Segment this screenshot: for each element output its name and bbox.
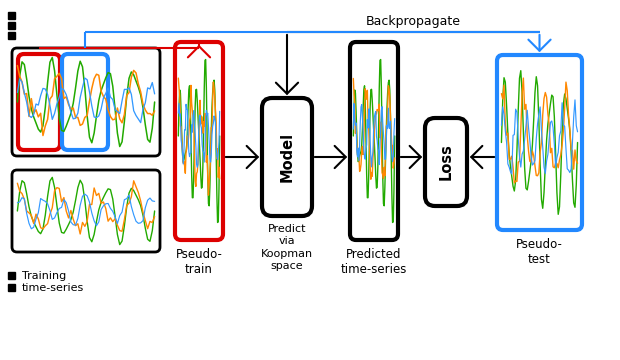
Bar bbox=[8, 22, 15, 29]
Text: Pseudo-
test: Pseudo- test bbox=[516, 238, 563, 266]
Text: time-series: time-series bbox=[22, 283, 84, 293]
Text: Predicted
time-series: Predicted time-series bbox=[341, 248, 407, 276]
Bar bbox=[8, 12, 15, 19]
FancyBboxPatch shape bbox=[425, 118, 467, 206]
FancyBboxPatch shape bbox=[12, 170, 160, 252]
Bar bbox=[8, 272, 15, 279]
FancyBboxPatch shape bbox=[350, 42, 398, 240]
Bar bbox=[8, 284, 15, 291]
Text: Loss: Loss bbox=[438, 144, 453, 180]
FancyBboxPatch shape bbox=[12, 48, 160, 156]
Bar bbox=[8, 32, 15, 39]
Text: Backpropagate: Backpropagate bbox=[366, 15, 461, 28]
FancyBboxPatch shape bbox=[175, 42, 223, 240]
Text: Pseudo-
train: Pseudo- train bbox=[175, 248, 223, 276]
FancyBboxPatch shape bbox=[497, 55, 582, 230]
Text: Predict
via
Koopman
space: Predict via Koopman space bbox=[261, 224, 313, 271]
Text: Model: Model bbox=[280, 132, 294, 182]
FancyBboxPatch shape bbox=[262, 98, 312, 216]
Text: Training: Training bbox=[22, 271, 66, 281]
